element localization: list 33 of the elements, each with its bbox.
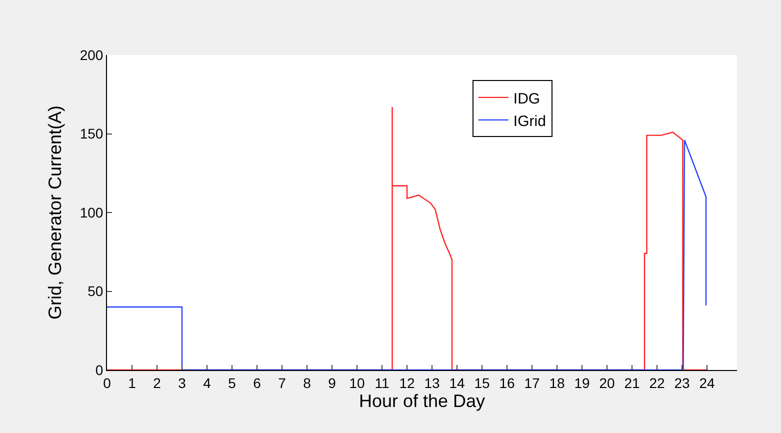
x-tick-label: 21 — [624, 374, 640, 391]
y-tick-label: 150 — [80, 126, 104, 142]
legend-label: IDG — [513, 90, 540, 108]
x-tick-label: 12 — [399, 374, 415, 391]
x-axis-title: Hour of the Day — [358, 390, 486, 411]
x-tick-label: 4 — [203, 374, 212, 391]
x-tick-label: 3 — [178, 374, 186, 391]
x-tick-label: 24 — [699, 374, 715, 391]
x-tick-label: 7 — [278, 374, 286, 391]
y-tick-label: 0 — [95, 362, 104, 378]
x-tick-label: 23 — [674, 374, 690, 391]
x-tick-label: 15 — [474, 374, 490, 391]
x-tick-label: 14 — [449, 374, 465, 391]
y-tick-label: 200 — [80, 46, 104, 63]
x-tick-label: 1 — [128, 374, 136, 391]
x-tick-label: 11 — [374, 374, 390, 391]
x-tick-label: 2 — [153, 374, 162, 391]
x-tick-label: 17 — [524, 374, 540, 391]
y-tick-label: 50 — [88, 283, 104, 300]
x-tick-label: 19 — [574, 374, 590, 391]
x-tick-label: 20 — [599, 374, 615, 391]
x-tick-label: 8 — [303, 374, 312, 391]
x-tick-label: 18 — [549, 374, 565, 391]
x-tick-label: 16 — [499, 374, 515, 391]
x-tick-label: 9 — [328, 374, 336, 391]
x-tick-label: 10 — [349, 374, 365, 391]
x-tick-label: 6 — [253, 374, 262, 391]
x-tick-label: 13 — [424, 374, 440, 391]
x-tick-label: 22 — [649, 374, 665, 391]
legend-label: IGrid — [513, 112, 546, 130]
x-tick-label: 5 — [228, 374, 236, 391]
y-axis-title: Grid, Generator Current(A) — [45, 105, 65, 320]
y-tick-label: 100 — [80, 204, 104, 220]
